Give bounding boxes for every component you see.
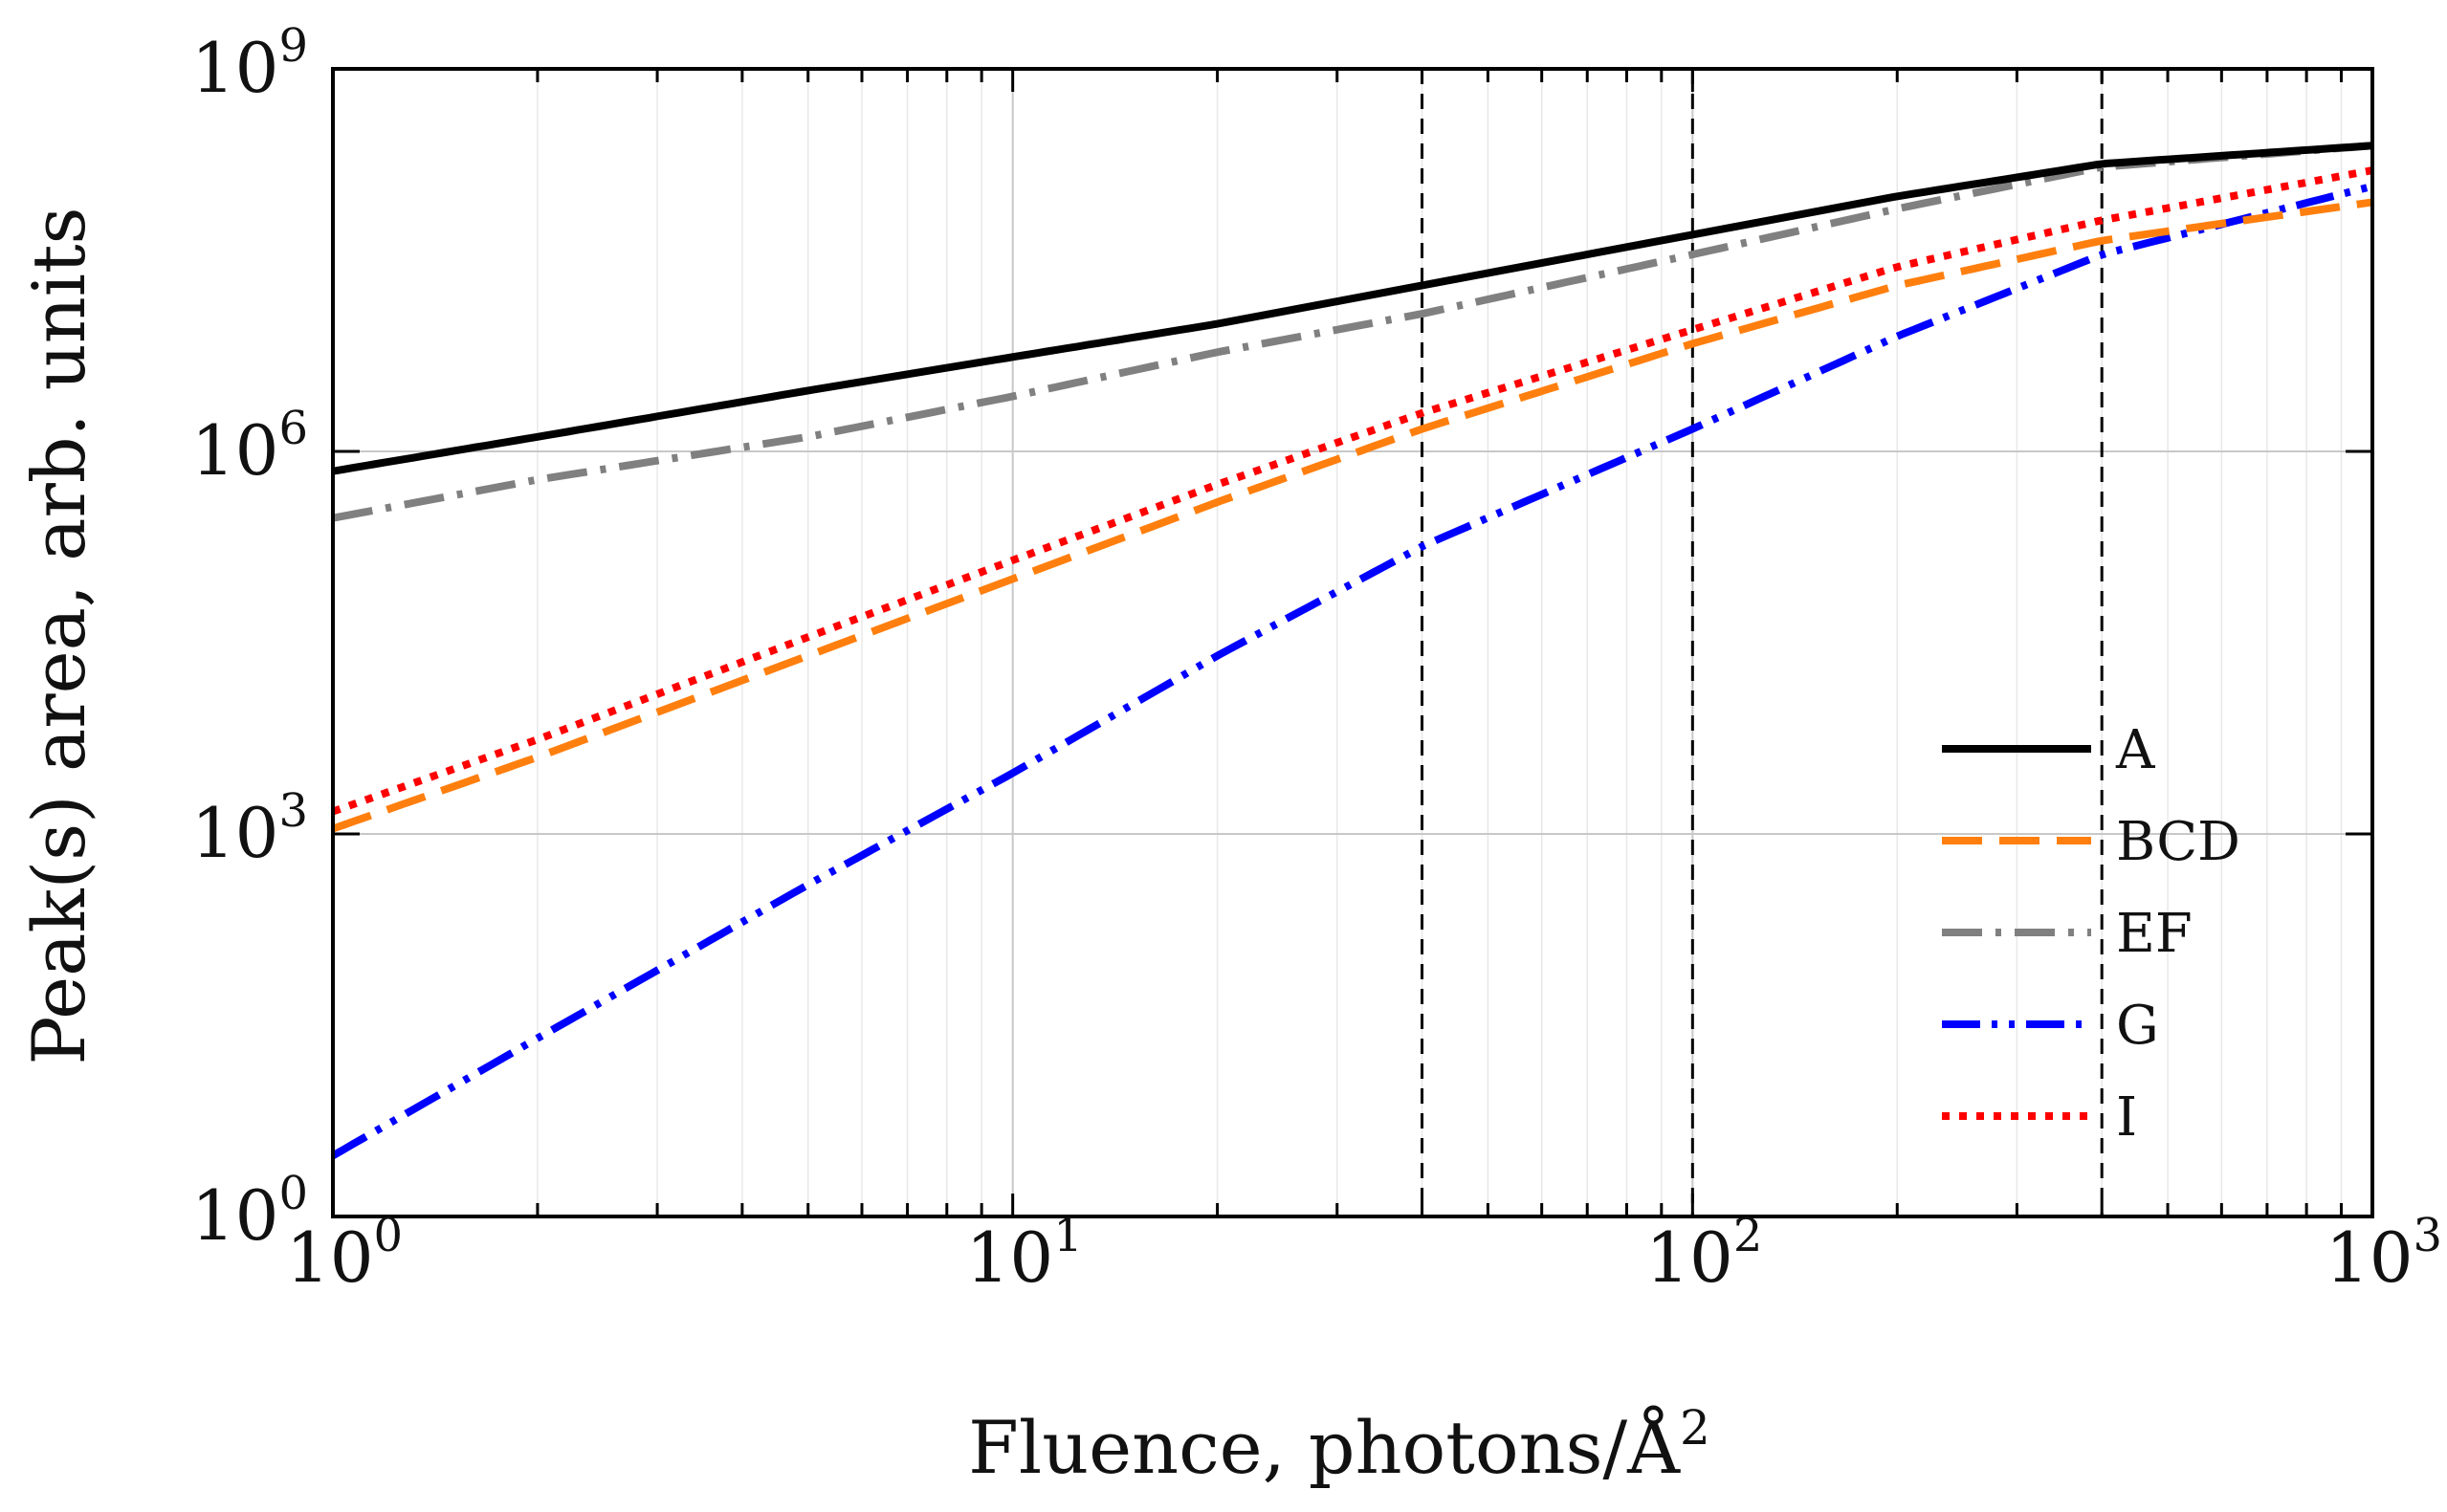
plot-frame [331,67,2374,1218]
series-line-ef [332,142,2373,522]
legend-label-a: A [2115,719,2155,781]
x-tick-labels: 100 101 102 103 [286,1209,2442,1298]
legend-label-g: G [2116,995,2159,1057]
y-tick-labels: 100 103 106 109 [191,19,308,1256]
series-line-bcd [331,198,2373,833]
x-tick-label: 100 [286,1209,403,1298]
series-lines [331,142,2373,1159]
legend-label-ef: EF [2116,903,2193,965]
x-tick-label: 101 [966,1209,1083,1298]
x-axis-label: Fluence, photons/Å2 [968,1400,1710,1490]
x-tick-label: 102 [1645,1209,1762,1298]
x-tick-label: 103 [2326,1209,2442,1298]
vertical-reference-lines [1421,69,2104,1216]
y-axis-label: Peak(s) area, arb. units [16,207,101,1064]
legend-label-bcd: BCD [2116,811,2240,873]
series-line-i [331,166,2373,816]
legend-label-i: I [2116,1086,2137,1149]
series-line-g [331,182,2373,1159]
legend: A BCD EF GI [1942,719,2240,1149]
y-tick-label: 109 [191,19,308,108]
series-line-a [332,142,2373,475]
y-tick-label: 100 [191,1167,308,1256]
y-tick-label: 106 [191,402,308,491]
y-tick-label: 103 [191,784,308,873]
